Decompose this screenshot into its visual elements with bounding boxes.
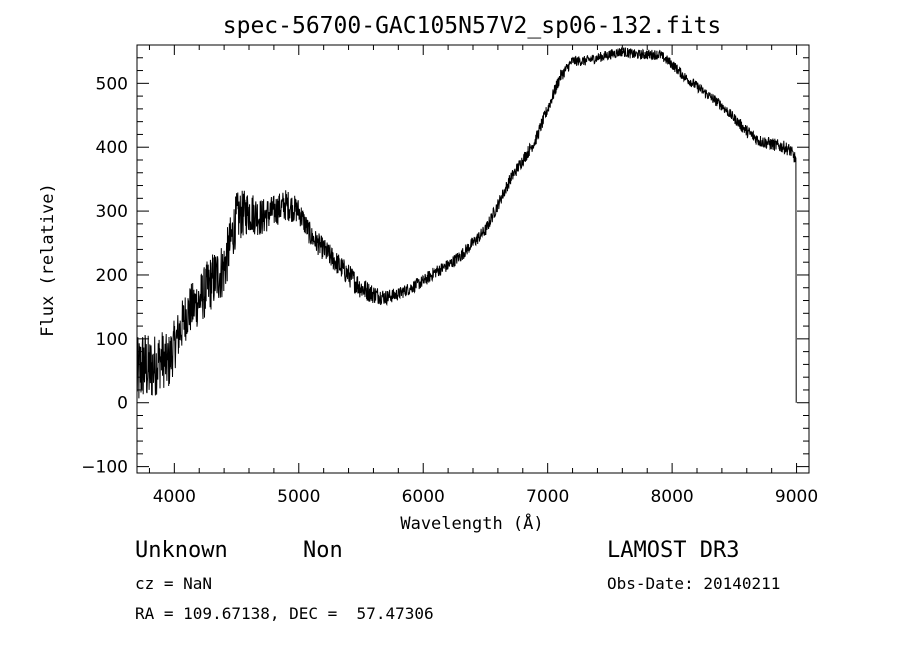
- x-tick-label: 6000: [402, 487, 445, 507]
- obs-date: Obs-Date: 20140211: [607, 574, 781, 593]
- y-tick-label: 100: [96, 330, 128, 350]
- y-tick-label: 0: [117, 394, 128, 414]
- y-tick-label: 300: [96, 202, 128, 222]
- x-tick-label: 4000: [153, 487, 196, 507]
- axis-tick-labels: 4000 5000 6000 7000 8000 9000 −100 0 100 200 300 40…: [81, 74, 818, 507]
- plot-frame: [136, 44, 810, 474]
- y-tick-label: 200: [96, 266, 128, 286]
- x-tick-label: 5000: [277, 487, 320, 507]
- x-tick-label: 9000: [775, 487, 818, 507]
- x-tick-label: 8000: [650, 487, 693, 507]
- coordinates: RA = 109.67138, DEC = 57.47306: [135, 604, 434, 623]
- y-tick-label: 400: [96, 138, 128, 158]
- y-tick-label: −100: [81, 458, 128, 478]
- chart-title: spec-56700-GAC105N57V2_sp06-132.fits: [223, 13, 722, 39]
- redshift-value: cz = NaN: [135, 574, 213, 593]
- y-tick-label: 500: [96, 74, 128, 94]
- object-subclass: Non: [303, 538, 343, 563]
- object-class: Unknown: [135, 538, 228, 563]
- x-tick-label: 7000: [526, 487, 569, 507]
- survey-name: LAMOST DR3: [607, 538, 740, 563]
- flux-series-line: [136, 47, 797, 403]
- axis-ticks: [137, 45, 809, 473]
- x-axis-label: Wavelength (Å): [400, 512, 543, 534]
- y-axis-label: Flux (relative): [38, 183, 58, 337]
